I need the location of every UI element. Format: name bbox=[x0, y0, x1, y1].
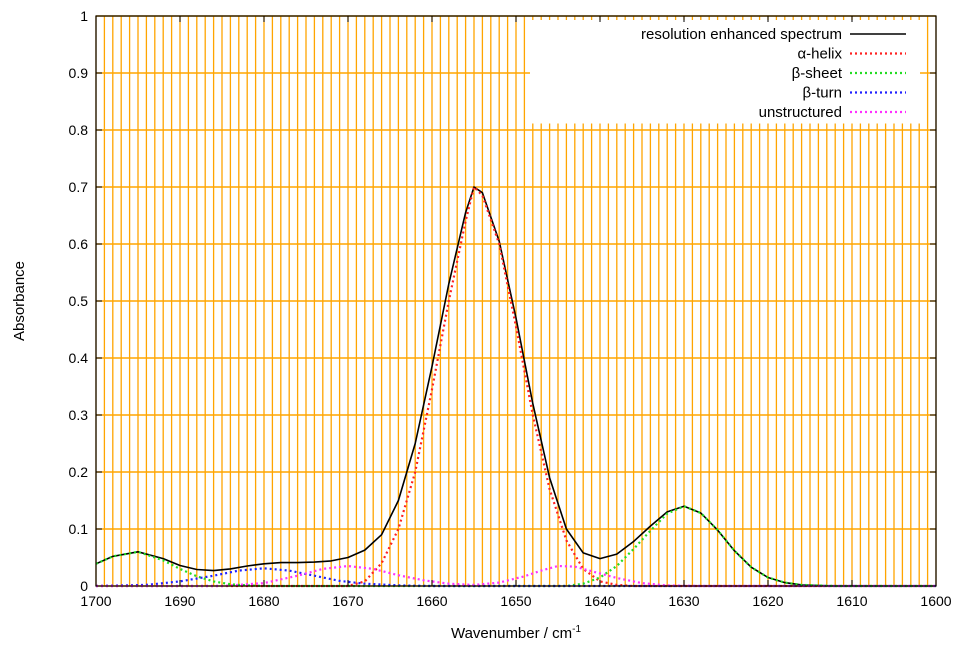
legend-label: α-helix bbox=[797, 46, 842, 63]
y-tick-label: 0.5 bbox=[69, 293, 89, 309]
x-tick-label: 1670 bbox=[332, 593, 363, 609]
series-line-4 bbox=[96, 564, 936, 588]
x-tick-label: 1610 bbox=[836, 593, 867, 609]
y-axis-title: Absorbance bbox=[11, 261, 28, 341]
x-axis-title: Wavenumber / cm-1 bbox=[451, 624, 581, 642]
x-tick-label: 1680 bbox=[248, 593, 279, 609]
y-tick-label: 0.7 bbox=[69, 179, 89, 195]
series-line-2 bbox=[95, 505, 936, 588]
y-tick-label: 1 bbox=[80, 8, 88, 24]
y-tick-label: 0.2 bbox=[69, 464, 89, 480]
y-tick-label: 0.8 bbox=[69, 122, 89, 138]
x-tick-label: 1640 bbox=[584, 593, 615, 609]
y-tick-label: 0.1 bbox=[69, 521, 89, 537]
y-tick-label: 0.6 bbox=[69, 236, 89, 252]
x-tick-label: 1620 bbox=[752, 593, 783, 609]
x-axis-title-text: Wavenumber / cm bbox=[451, 625, 572, 642]
series-line-1 bbox=[96, 185, 936, 588]
x-tick-label: 1700 bbox=[80, 593, 111, 609]
axis-ticks: 1700 1690 1680 1670 1660 1650 1640 1630 1620 1610… bbox=[69, 8, 952, 609]
legend-label: β-turn bbox=[803, 85, 842, 102]
series-line-0 bbox=[95, 186, 936, 587]
x-tick-label: 1630 bbox=[668, 593, 699, 609]
y-tick-label: 0.9 bbox=[69, 65, 89, 81]
y-tick-label: 0 bbox=[80, 578, 88, 594]
legend-box bbox=[530, 20, 920, 124]
x-tick-label: 1690 bbox=[164, 593, 195, 609]
x-tick-label: 1650 bbox=[500, 593, 531, 609]
legend-label: β-sheet bbox=[792, 65, 843, 82]
x-axis-title-superscript: -1 bbox=[572, 624, 581, 635]
legend-label: unstructured bbox=[759, 104, 842, 121]
legend-label: resolution enhanced spectrum bbox=[641, 26, 842, 43]
x-tick-label: 1660 bbox=[416, 593, 447, 609]
legend: resolution enhanced spectrum α-helix β-she… bbox=[530, 20, 920, 124]
y-tick-label: 0.3 bbox=[69, 407, 89, 423]
y-tick-label: 0.4 bbox=[69, 350, 89, 366]
x-tick-label: 1600 bbox=[920, 593, 951, 609]
